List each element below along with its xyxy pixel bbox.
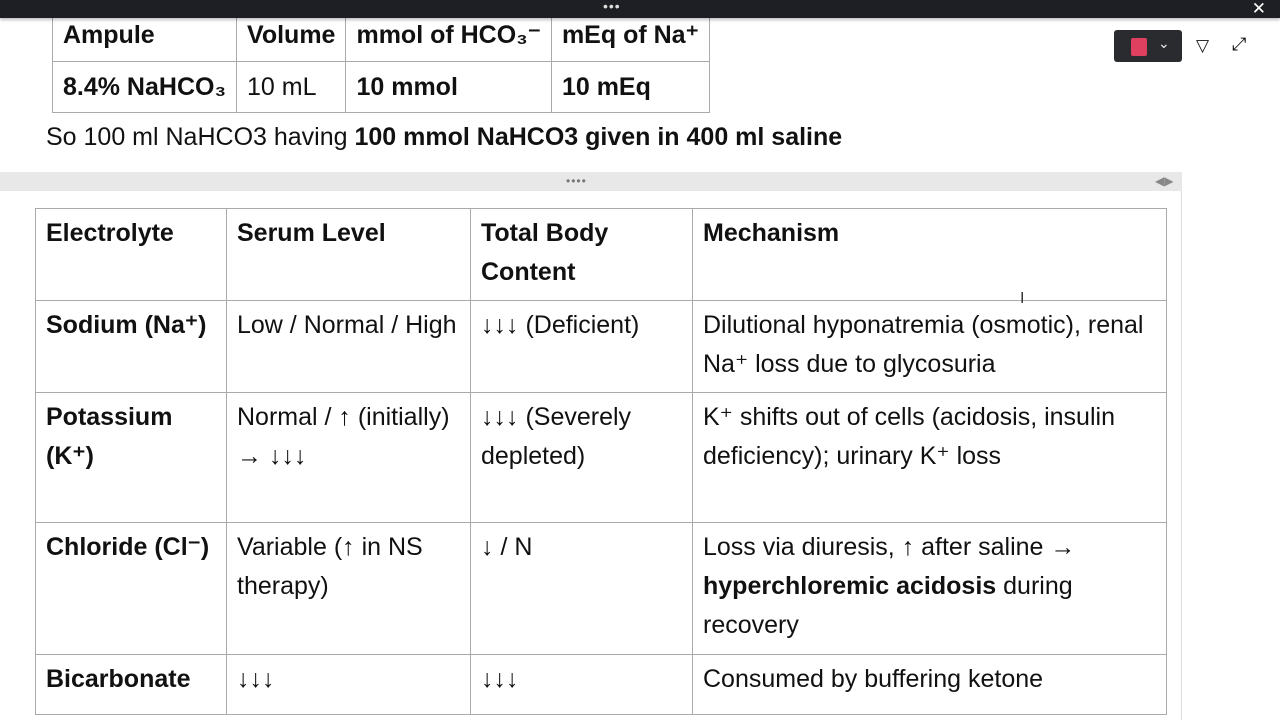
cell-total: ↓↓↓ (470, 654, 693, 715)
page-divider[interactable]: •••• ◀▶ (0, 172, 1182, 191)
header-volume: Volume (236, 10, 347, 62)
table-row: 8.4% NaHCO₃ 10 mL 10 mmol 10 mEq (51, 60, 710, 113)
cell-mechanism: Loss via diuresis, ↑ after saline → hype… (692, 522, 1167, 655)
chevron-down-icon: ⌄ (1158, 35, 1170, 51)
header-electrolyte: Electrolyte (35, 208, 227, 301)
ampule-table: Ampule Volume mmol of HCO₃⁻ mEq of Na⁺ 8… (51, 10, 710, 113)
table-row: Sodium (Na⁺) Low / Normal / High ↓↓↓ (De… (35, 300, 1167, 393)
table-row: Bicarbonate ↓↓↓ ↓↓↓ Consumed by bufferin… (35, 654, 1167, 715)
header-serum: Serum Level (226, 208, 471, 301)
cell-mechanism: Consumed by buffering ketone (692, 654, 1167, 715)
notebook-icon (1131, 38, 1147, 56)
scroll-arrows-icon[interactable]: ◀▶ (1155, 174, 1174, 188)
cell-electrolyte: Chloride (Cl⁻) (35, 522, 227, 655)
cell-serum: Variable (↑ in NS therapy) (226, 522, 471, 655)
header-mmol: mmol of HCO₃⁻ (345, 10, 552, 62)
mechanism-text: during recovery (703, 572, 1073, 639)
cell-meq: 10 mEq (550, 60, 710, 113)
drag-handle-icon[interactable]: •••• (566, 174, 587, 188)
cell-mechanism: Dilutional hyponatremia (osmotic), renal… (692, 300, 1167, 393)
expand-icon[interactable]: ⤢ (1232, 34, 1247, 54)
close-icon[interactable]: ✕ (1251, 0, 1266, 18)
mechanism-bold: hyperchloremic acidosis (703, 572, 997, 600)
cell-electrolyte: Bicarbonate (35, 654, 227, 715)
cell-ampule: 8.4% NaHCO₃ (51, 60, 238, 113)
note-bold: 100 mmol NaHCO3 given in 400 ml saline (354, 123, 843, 151)
table-row: Chloride (Cl⁻) Variable (↑ in NS therapy… (35, 522, 1167, 655)
dose-note: So 100 ml NaHCO3 having 100 mmol NaHCO3 … (46, 120, 842, 154)
header-meq: mEq of Na⁺ (550, 10, 710, 62)
note-text: So 100 ml NaHCO3 having (46, 123, 355, 151)
table-header-row: Electrolyte Serum Level Total Body Conte… (35, 208, 1167, 301)
header-ampule: Ampule (51, 10, 238, 62)
mechanism-text: Loss via diuresis, ↑ after saline → (703, 533, 1076, 561)
window-title-bar: ••• ✕ (0, 0, 1280, 18)
electrolyte-table: Electrolyte Serum Level Total Body Conte… (35, 208, 1167, 715)
table-header-row: Ampule Volume mmol of HCO₃⁻ mEq of Na⁺ (51, 10, 710, 62)
cell-serum: Low / Normal / High (226, 300, 471, 393)
header-mechanism: Mechanism (692, 208, 1167, 301)
cell-electrolyte: Sodium (Na⁺) (35, 300, 227, 393)
cell-serum: Normal / ↑ (initially) → ↓↓↓ (226, 392, 471, 523)
menu-dots-icon[interactable]: ••• (603, 0, 621, 14)
text-cursor-icon: I (1020, 290, 1025, 307)
page-edge (1181, 191, 1182, 720)
header-total: Total Body Content (470, 208, 693, 301)
cell-total: ↓ / N (470, 522, 693, 655)
cell-volume: 10 mL (236, 60, 347, 113)
cell-total: ↓↓↓ (Severely depleted) (470, 392, 693, 523)
cell-total: ↓↓↓ (Deficient) (470, 300, 693, 393)
cell-serum: ↓↓↓ (226, 654, 471, 715)
table-row: Potassium (K⁺) Normal / ↑ (initially) → … (35, 392, 1167, 523)
cell-electrolyte: Potassium (K⁺) (35, 392, 227, 523)
pen-icon[interactable]: ▽ (1196, 36, 1210, 55)
notebook-selector-button[interactable]: ⌄ (1114, 30, 1182, 62)
cell-mmol: 10 mmol (345, 60, 552, 113)
cell-mechanism: K⁺ shifts out of cells (acidosis, insuli… (692, 392, 1167, 523)
